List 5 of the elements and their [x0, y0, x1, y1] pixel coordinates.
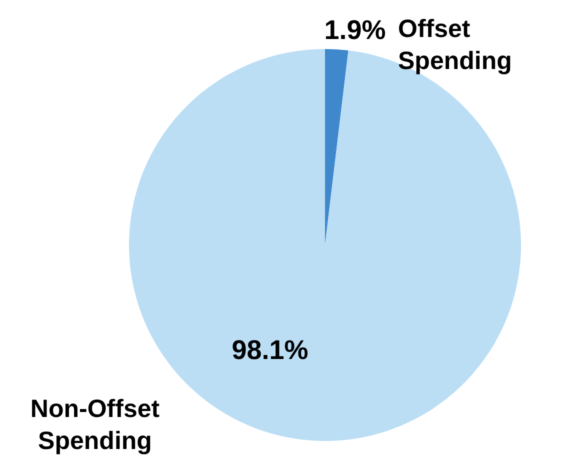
slice-label: Non-Offset Spending	[30, 394, 160, 455]
data-label: 98.1%	[232, 335, 308, 366]
data-label: 1.9%	[324, 15, 386, 46]
slice-label: Offset Spending	[398, 14, 512, 75]
pie-slice	[325, 49, 348, 245]
